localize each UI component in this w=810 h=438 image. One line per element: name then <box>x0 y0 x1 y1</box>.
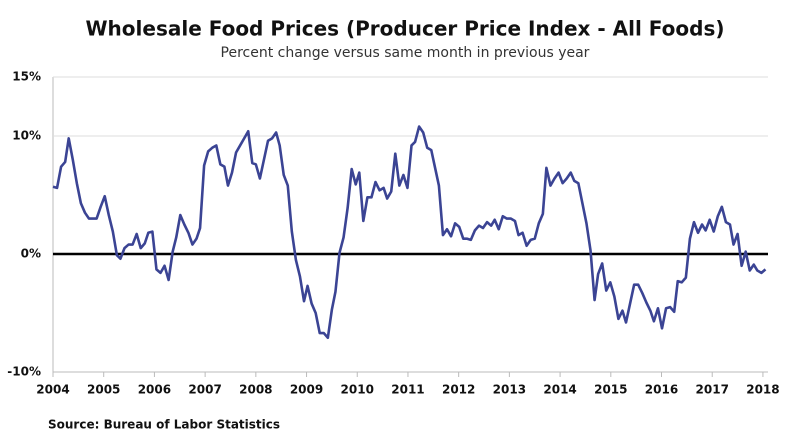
x-tick-label: 2011 <box>391 383 424 397</box>
source-note: Source: Bureau of Labor Statistics <box>48 418 280 432</box>
y-tick-label: -10% <box>7 365 41 379</box>
chart-subtitle: Percent change versus same month in prev… <box>221 45 590 61</box>
series-line <box>52 125 767 340</box>
x-tick-label: 2012 <box>442 383 475 397</box>
y-tick-label: 10% <box>12 129 41 143</box>
x-tick-label: 2016 <box>645 383 678 397</box>
x-tick-label: 2007 <box>188 383 221 397</box>
x-tick-label: 2014 <box>543 383 576 397</box>
x-tick-label: 2018 <box>746 383 779 397</box>
x-tick-label: 2005 <box>87 383 120 397</box>
chart-title: Wholesale Food Prices (Producer Price In… <box>85 17 724 41</box>
x-tick-label: 2013 <box>493 383 526 397</box>
x-tick-label: 2008 <box>239 383 272 397</box>
x-tick-label: 2004 <box>36 383 69 397</box>
x-tick-label: 2010 <box>341 383 374 397</box>
y-tick-label: 15% <box>12 70 41 84</box>
x-tick-label: 2017 <box>696 383 729 397</box>
x-tick-label: 2015 <box>594 383 627 397</box>
x-tick-label: 2006 <box>138 383 171 397</box>
y-tick-label: 0% <box>21 247 41 261</box>
x-tick-label: 2009 <box>290 383 323 397</box>
